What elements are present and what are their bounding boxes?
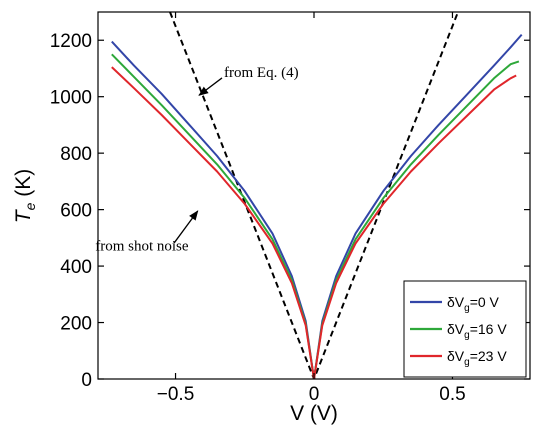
- legend-label-1: δVg=16 V: [447, 321, 507, 341]
- legend-label-0-main: δV: [447, 294, 465, 310]
- annotation-1: from shot noise: [95, 239, 189, 255]
- shot-noise-arrow-0: [173, 210, 199, 244]
- legend-label-0: δVg=0 V: [447, 294, 500, 314]
- legend-label-1-suffix: =16 V: [470, 321, 508, 337]
- legend-label-0-suffix: =0 V: [470, 294, 500, 310]
- x-axis-title: V (V): [290, 402, 338, 425]
- y-axis-title-sub: e: [22, 202, 38, 210]
- x-tick-label-2: 0.5: [439, 384, 465, 405]
- annotation-0: from Eq. (4): [224, 65, 299, 81]
- annotation-layer: from Eq. (4) from shot noise: [95, 65, 298, 255]
- legend-label-2-main: δV: [447, 348, 465, 364]
- legend-label-1-sub: g: [464, 330, 470, 341]
- reference-line-0: [169, 12, 459, 379]
- y-tick-label-1: 200: [60, 314, 92, 335]
- legend-label-1-main: δV: [447, 321, 465, 337]
- y-tick-label-3: 600: [60, 201, 92, 222]
- x-tick-label-1: 0: [309, 384, 320, 405]
- y-tick-label-4: 800: [60, 144, 92, 165]
- legend: δVg=0 V δVg=16 V δVg=23 V: [403, 280, 527, 378]
- legend-label-2-sub: g: [464, 357, 470, 368]
- reference-layer: [169, 12, 459, 379]
- legend-label-2: δVg=23 V: [447, 348, 507, 368]
- series-line-2: [111, 66, 517, 379]
- legend-label-0-sub: g: [464, 303, 470, 314]
- legend-entry-2: δVg=23 V: [410, 348, 507, 368]
- y-axis-title-main: T: [12, 208, 35, 223]
- y-axis-title: Te (K): [12, 169, 38, 223]
- annotation-arrow-0: [198, 77, 223, 96]
- y-tick-label-0: 0: [81, 370, 92, 391]
- legend-entry-1: δVg=16 V: [410, 321, 507, 341]
- legend-entry-0: δVg=0 V: [410, 294, 500, 314]
- legend-label-2-suffix: =23 V: [470, 348, 508, 364]
- y-tick-label-2: 400: [60, 257, 92, 278]
- y-tick-label-6: 1200: [50, 31, 92, 52]
- y-tick-label-5: 1000: [50, 88, 92, 109]
- tick-layer: −0.5 0 0.5 0 200 400 600 800 1000 1200: [50, 12, 530, 405]
- x-tick-label-0: −0.5: [157, 384, 195, 405]
- series-layer: [111, 33, 523, 379]
- y-axis-title-unit: (K): [12, 169, 35, 203]
